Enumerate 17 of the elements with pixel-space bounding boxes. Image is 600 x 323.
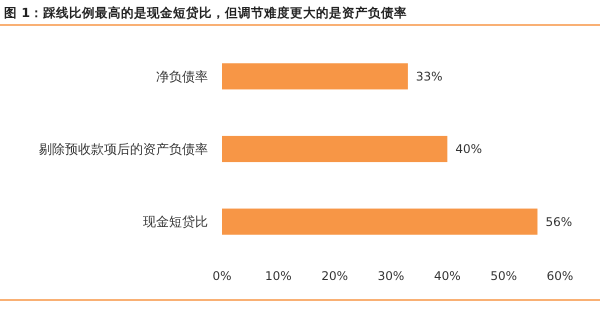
data-label: 40% (455, 142, 482, 156)
data-label: 33% (416, 70, 443, 84)
y-tick-label: 现金短贷比 (143, 215, 208, 230)
bar (222, 63, 408, 90)
x-tick-label: 0% (212, 269, 232, 284)
x-tick-label: 30% (378, 269, 404, 284)
y-tick-label: 净负债率 (156, 68, 208, 85)
x-tick-label: 10% (264, 269, 292, 284)
x-tick-label: 20% (321, 269, 348, 284)
x-tick-label: 50% (490, 269, 518, 284)
bar (222, 136, 448, 162)
x-tick-label: 60% (546, 269, 574, 284)
chart-title: 图 1：踩线比例最高的是现金短贷比，但调节难度更大的是资产负债率 (4, 5, 408, 20)
bar (222, 208, 538, 235)
data-label: 56% (545, 214, 572, 229)
y-tick-label: 剔除预收款项后的资产负债率 (39, 142, 208, 158)
x-tick-label: 40% (434, 269, 461, 284)
